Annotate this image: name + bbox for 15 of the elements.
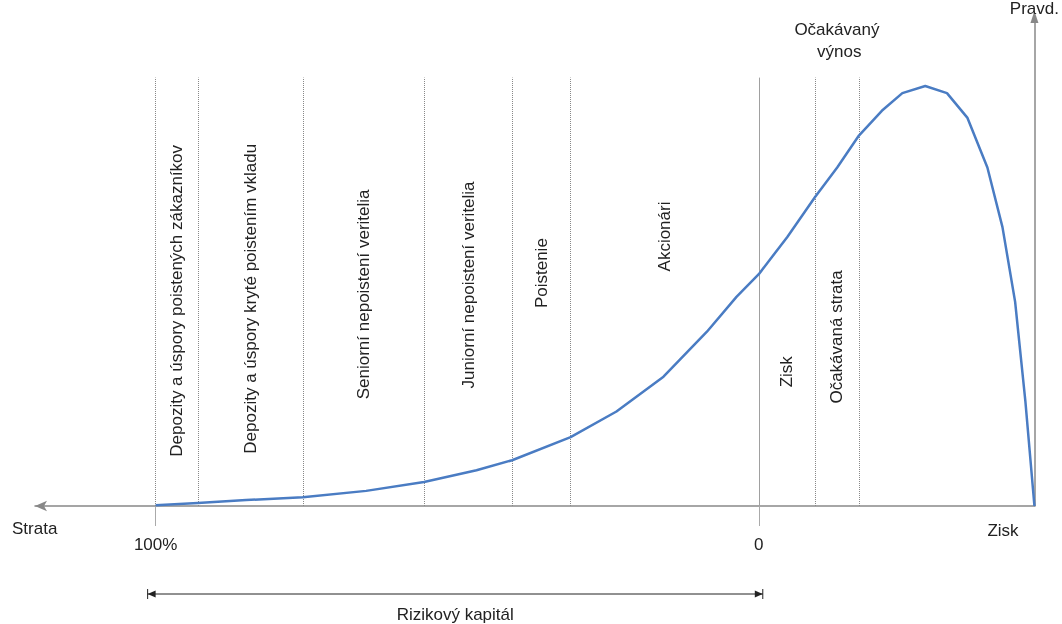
annotation: Juniorní nepoistení veritelia [458,180,478,389]
x-tick-label: 0 [754,535,764,554]
annotation: Očakávaná strata [827,269,847,404]
x-axis-title: Strata [12,519,58,538]
annotation: Poistenie [531,238,551,309]
y-axis-title: Pravd. [1009,0,1059,18]
annotation: Seniorní nepoistení veritelia [353,188,373,400]
text: Rizikový kapitál [396,604,514,624]
text: Zisk [987,520,1020,540]
annotation: Zisk [777,355,797,388]
annotation: Depozity a úspory poistených zákazníkov [167,144,187,457]
text: Očakávaný výnos [794,19,880,61]
annotation: Akcionári [655,201,675,272]
x-tick-label: 100% [133,535,178,554]
annotation: Depozity a úspory kryté poistením vkladu [240,143,260,454]
